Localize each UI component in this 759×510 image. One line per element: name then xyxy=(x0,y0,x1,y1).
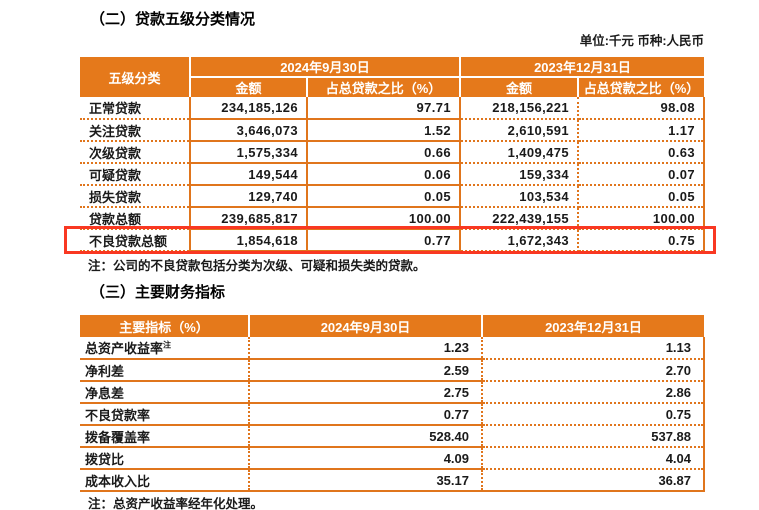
table-row: 成本收入比 35.17 36.87 xyxy=(80,469,705,492)
header-group-2023: 2023年12月31日 xyxy=(459,57,704,78)
value-2023-cell: 2.70 xyxy=(482,359,705,382)
pct-2024-cell: 1.52 xyxy=(307,119,461,142)
amount-2023-cell: 218,156,221 xyxy=(460,97,579,120)
section-title-loan-classification: （二）贷款五级分类情况 xyxy=(90,11,256,28)
row-label: 可疑贷款 xyxy=(80,163,191,186)
value-2024-cell: 1.23 xyxy=(249,337,483,360)
header-group-2024: 2024年9月30日 xyxy=(189,57,460,78)
row-label: 净息差 xyxy=(80,381,250,404)
table-row: 可疑贷款 149,544 0.06 159,334 0.07 xyxy=(80,163,705,186)
subheader-amount-2024: 金额 xyxy=(189,77,307,97)
amount-2023-cell: 222,439,155 xyxy=(460,207,579,230)
corner-header-cell: 五级分类 xyxy=(80,57,190,97)
row-label: 拨备覆盖率 xyxy=(80,425,250,448)
table-row: 正常贷款 234,185,126 97.71 218,156,221 98.08 xyxy=(80,97,705,120)
amount-2023-cell: 159,334 xyxy=(460,163,579,186)
value-2023-cell: 36.87 xyxy=(482,469,705,492)
key-indicators-table: 主要指标（%） 2024年9月30日 2023年12月31日 总资产收益率注 1… xyxy=(80,315,705,492)
table-row: 净息差 2.75 2.86 xyxy=(80,381,705,404)
value-2024-cell: 2.59 xyxy=(249,359,483,382)
loan-classification-table: 五级分类 2024年9月30日 2023年12月31日 金额 占总贷款之比（%）… xyxy=(80,57,705,252)
row-label: 次级贷款 xyxy=(80,141,191,164)
note-superscript: 注 xyxy=(163,340,172,350)
amount-2024-cell: 1,854,618 xyxy=(190,229,308,252)
amount-2024-cell: 149,544 xyxy=(190,163,308,186)
value-2024-cell: 4.09 xyxy=(249,447,483,470)
pct-2023-cell: 0.75 xyxy=(578,229,705,252)
row-label: 成本收入比 xyxy=(80,469,250,492)
pct-2024-cell: 0.05 xyxy=(307,185,461,208)
amount-2023-cell: 1,409,475 xyxy=(460,141,579,164)
header-date-2024: 2024年9月30日 xyxy=(248,315,482,337)
loan-table-note: 注：公司的不良贷款包括分类为次级、可疑和损失类的贷款。 xyxy=(88,259,426,273)
row-label: 不良贷款率 xyxy=(80,403,250,426)
amount-2023-cell: 1,672,343 xyxy=(460,229,579,252)
amount-2024-cell: 3,646,073 xyxy=(190,119,308,142)
pct-2023-cell: 0.07 xyxy=(578,163,705,186)
amount-2023-cell: 2,610,591 xyxy=(460,119,579,142)
pct-2024-cell: 0.06 xyxy=(307,163,461,186)
value-2023-cell: 2.86 xyxy=(482,381,705,404)
subheader-amount-2023: 金额 xyxy=(459,77,578,97)
subheader-pct-2024: 占总贷款之比（%） xyxy=(306,77,460,97)
row-label: 正常贷款 xyxy=(80,97,191,120)
table-row: 次级贷款 1,575,334 0.66 1,409,475 0.63 xyxy=(80,141,705,164)
amount-2024-cell: 129,740 xyxy=(190,185,308,208)
value-2023-cell: 4.04 xyxy=(482,447,705,470)
pct-2024-cell: 97.71 xyxy=(307,97,461,120)
pct-2024-cell: 0.66 xyxy=(307,141,461,164)
pct-2023-cell: 0.63 xyxy=(578,141,705,164)
header-date-2023: 2023年12月31日 xyxy=(481,315,704,337)
value-2024-cell: 35.17 xyxy=(249,469,483,492)
value-2023-cell: 0.75 xyxy=(482,403,705,426)
row-label: 净利差 xyxy=(80,359,250,382)
pct-2023-cell: 1.17 xyxy=(578,119,705,142)
table-row: 拨贷比 4.09 4.04 xyxy=(80,447,705,470)
pct-2023-cell: 100.00 xyxy=(578,207,705,230)
table-row: 贷款总额 239,685,817 100.00 222,439,155 100.… xyxy=(80,207,705,230)
pct-2023-cell: 98.08 xyxy=(578,97,705,120)
row-label: 关注贷款 xyxy=(80,119,191,142)
value-2023-cell: 1.13 xyxy=(482,337,705,360)
indicator-name: 总资产收益率 xyxy=(85,341,164,356)
table-row: 损失贷款 129,740 0.05 103,534 0.05 xyxy=(80,185,705,208)
unit-currency-note: 单位:千元 币种:人民币 xyxy=(579,34,704,48)
table-row-npl-total: 不良贷款总额 1,854,618 0.77 1,672,343 0.75 xyxy=(80,229,705,252)
value-2024-cell: 2.75 xyxy=(249,381,483,404)
table-row: 总资产收益率注 1.23 1.13 xyxy=(80,337,705,360)
table-header-row: 五级分类 2024年9月30日 2023年12月31日 xyxy=(80,57,704,97)
pct-2024-cell: 0.77 xyxy=(307,229,461,252)
header-indicator-label: 主要指标（%） xyxy=(80,315,249,337)
table-row: 不良贷款率 0.77 0.75 xyxy=(80,403,705,426)
row-label: 贷款总额 xyxy=(80,207,191,230)
amount-2024-cell: 234,185,126 xyxy=(190,97,308,120)
row-label: 不良贷款总额 xyxy=(80,229,191,252)
table-header-row: 主要指标（%） 2024年9月30日 2023年12月31日 xyxy=(80,315,704,337)
section-title-key-indicators: （三）主要财务指标 xyxy=(90,284,226,301)
row-label: 拨贷比 xyxy=(80,447,250,470)
table-row: 净利差 2.59 2.70 xyxy=(80,359,705,382)
row-label: 损失贷款 xyxy=(80,185,191,208)
table-row: 关注贷款 3,646,073 1.52 2,610,591 1.17 xyxy=(80,119,705,142)
value-2023-cell: 537.88 xyxy=(482,425,705,448)
indicator-table-note: 注：总资产收益率经年化处理。 xyxy=(88,497,264,510)
pct-2024-cell: 100.00 xyxy=(307,207,461,230)
table-row: 拨备覆盖率 528.40 537.88 xyxy=(80,425,705,448)
pct-2023-cell: 0.05 xyxy=(578,185,705,208)
value-2024-cell: 528.40 xyxy=(249,425,483,448)
table-subheader-row: 金额 占总贷款之比（%） 金额 占总贷款之比（%） xyxy=(80,77,704,97)
subheader-pct-2023: 占总贷款之比（%） xyxy=(577,77,704,97)
row-label: 总资产收益率注 xyxy=(80,337,250,360)
value-2024-cell: 0.77 xyxy=(249,403,483,426)
amount-2024-cell: 239,685,817 xyxy=(190,207,308,230)
amount-2023-cell: 103,534 xyxy=(460,185,579,208)
amount-2024-cell: 1,575,334 xyxy=(190,141,308,164)
